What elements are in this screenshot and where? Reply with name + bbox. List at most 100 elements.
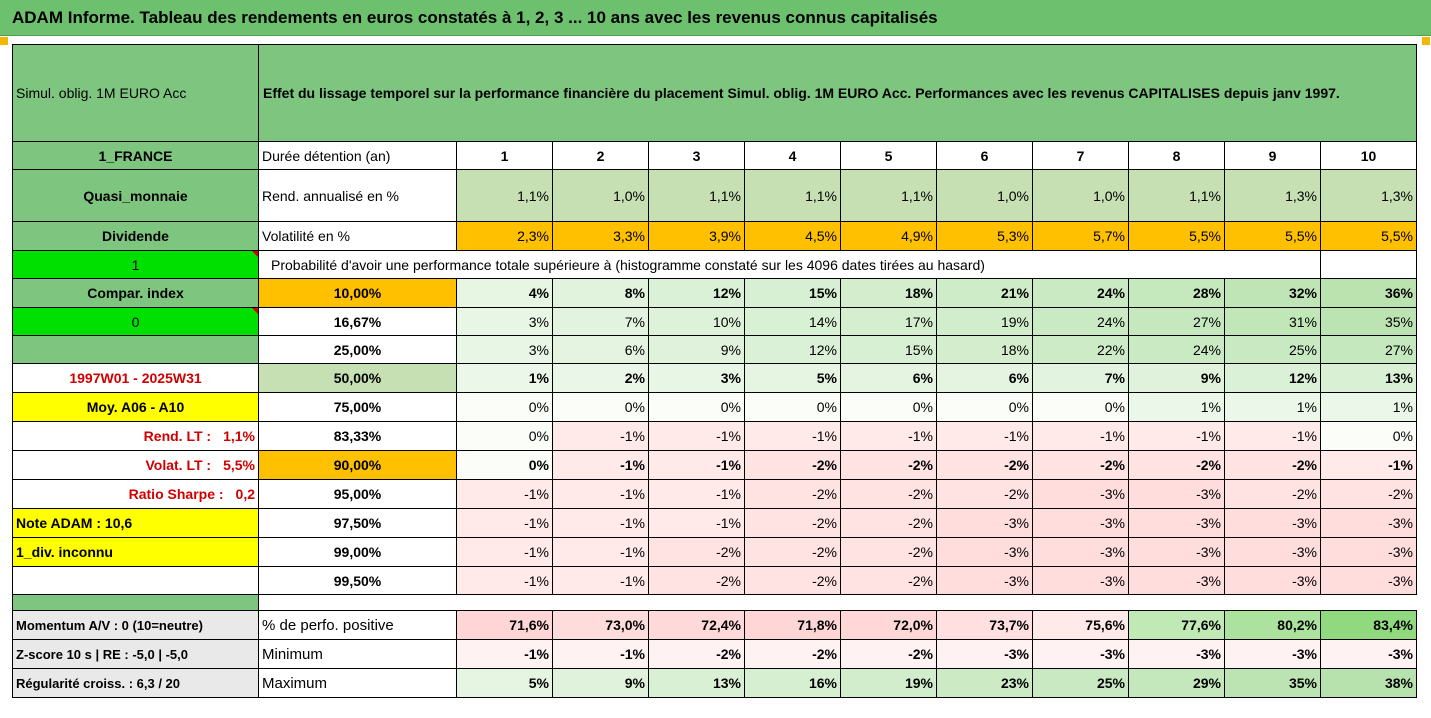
quantile-value: -2% (744, 537, 841, 567)
rend-cell: 1,1% (744, 169, 841, 222)
year-header: 4 (744, 141, 841, 170)
stat-value: -3% (936, 639, 1033, 669)
period-cell: 1997W01 - 2025W31 (12, 363, 259, 393)
quantile-value: -2% (936, 450, 1033, 480)
rend-cell: 1,0% (552, 169, 649, 222)
quantile-value: 0% (456, 450, 553, 480)
rend-cell: 1,0% (1032, 169, 1129, 222)
quantile-row: 99,50% -1% -1% -2% -2% -2% -3% -3% -3% -3% -3% (12, 566, 1417, 595)
quantile-value: -3% (936, 566, 1033, 595)
quantile-value: 0% (1320, 421, 1417, 451)
quantile-row: Compar. index 10,00% 4% 8% 12% 15% 18% 21% 24% 28… (12, 278, 1417, 308)
stat-value: 83,4% (1320, 610, 1417, 640)
quantile-value: -2% (1128, 450, 1225, 480)
quantile-value: -1% (456, 508, 553, 538)
quantile-value: 22% (1032, 335, 1129, 364)
quantile-value: -1% (456, 537, 553, 567)
duration-label: Durée détention (an) (258, 141, 457, 170)
quantile-value: -3% (1032, 566, 1129, 595)
quantile-value: 1% (456, 363, 553, 393)
quantile-value: 35% (1320, 307, 1417, 336)
quantile-value: -3% (1128, 566, 1225, 595)
report-title: ADAM Informe. Tableau des rendements en … (0, 0, 1431, 36)
sharpe-cell: Ratio Sharpe : 0,2 (12, 479, 259, 509)
rend-lt-cell: Rend. LT : 1,1% (12, 421, 259, 451)
quantile-value: -2% (840, 450, 937, 480)
quantile-value: 21% (936, 278, 1033, 308)
stat-value: 38% (1320, 668, 1417, 698)
max-row: Régularité croiss. : 6,3 / 20 Maximum 5% 9%… (12, 668, 1417, 698)
stat-value: 25% (1032, 668, 1129, 698)
quantile-value: 12% (1224, 363, 1321, 393)
quantile-value: 31% (1224, 307, 1321, 336)
quantile-row: Volat. LT :5,5% 90,00% 0% -1% -1% -2% -2% -2% -2… (12, 450, 1417, 480)
quantile-value: -3% (1224, 566, 1321, 595)
stat-value: 19% (840, 668, 937, 698)
min-row: Z-score 10 s | RE : -5,0 | -5,0 Minimum -1… (12, 639, 1417, 669)
rend-cell: 1,1% (840, 169, 937, 222)
quantile-value: 27% (1320, 335, 1417, 364)
quantile-value: -3% (1128, 479, 1225, 509)
vol-cell: 5,3% (936, 221, 1033, 251)
quantile-level: 75,00% (258, 392, 457, 422)
quantile-value: 0% (936, 392, 1033, 422)
quantile-value: 0% (456, 421, 553, 451)
stat-label: Minimum (258, 639, 457, 669)
rend-cell: 1,1% (456, 169, 553, 222)
stat-value: 73,0% (552, 610, 649, 640)
quantile-value: 10% (648, 307, 745, 336)
vol-label: Volatilité en % (258, 221, 457, 251)
quantile-value: -1% (1224, 421, 1321, 451)
quantile-value: -1% (552, 508, 649, 538)
quantile-value: 12% (648, 278, 745, 308)
stat-value: -2% (840, 639, 937, 669)
quantile-value: -1% (552, 566, 649, 595)
stat-value: 80,2% (1224, 610, 1321, 640)
year-header: 5 (840, 141, 937, 170)
quantile-value: -2% (1224, 450, 1321, 480)
vol-row: Dividende Volatilité en % 2,3% 3,3% 3,9% 4,… (12, 221, 1417, 251)
quantile-value: 18% (840, 278, 937, 308)
quantile-row: Ratio Sharpe :0,2 95,00% -1% -1% -1% -2% -2% -2… (12, 479, 1417, 509)
quantile-row: Note ADAM : 10,6 97,50% -1% -1% -1% -2% -2% -3%… (12, 508, 1417, 538)
quantile-value: 0% (648, 392, 745, 422)
quantile-value: -1% (1320, 450, 1417, 480)
stat-value: -1% (552, 639, 649, 669)
quantile-row: Rend. LT :1,1% 83,33% 0% -1% -1% -1% -1% -1% -1%… (12, 421, 1417, 451)
quantile-value: -2% (1320, 479, 1417, 509)
empty-cell (1320, 250, 1417, 279)
note-adam-cell: Note ADAM : 10,6 (12, 508, 259, 538)
quantile-value: -3% (1032, 537, 1129, 567)
quantile-value: 36% (1320, 278, 1417, 308)
stat-value: 29% (1128, 668, 1225, 698)
prob-row: 1 Probabilité d'avoir une performance to… (12, 250, 1417, 279)
year-header: 8 (1128, 141, 1225, 170)
quantile-value: 0% (840, 392, 937, 422)
vol-cell: 5,7% (1032, 221, 1129, 251)
quantile-value: 3% (648, 363, 745, 393)
quantile-value: -2% (1032, 450, 1129, 480)
quantile-value: 24% (1128, 335, 1225, 364)
quantile-value: 0% (1032, 392, 1129, 422)
spacer-green-cell (12, 594, 259, 611)
quantile-value: 0% (744, 392, 841, 422)
quantile-value: -2% (1224, 479, 1321, 509)
quantile-value: 28% (1128, 278, 1225, 308)
quantile-value: -1% (648, 508, 745, 538)
quantile-level: 16,67% (258, 307, 457, 336)
stat-value: 5% (456, 668, 553, 698)
stat-value: 72,0% (840, 610, 937, 640)
quantile-row: 25,00% 3% 6% 9% 12% 15% 18% 22% 24% 25% 27% (12, 335, 1417, 364)
quantile-level: 25,00% (258, 335, 457, 364)
table-description: Effet du lissage temporel sur la perform… (258, 44, 1417, 142)
quantile-value: -3% (1320, 537, 1417, 567)
quantile-value: 25% (1224, 335, 1321, 364)
quantile-level: 99,00% (258, 537, 457, 567)
quantile-value: 27% (1128, 307, 1225, 336)
quantile-value: -1% (1128, 421, 1225, 451)
compar-index-cell: Compar. index (12, 278, 259, 308)
rend-cell: 1,1% (648, 169, 745, 222)
quantile-value: -3% (1032, 479, 1129, 509)
rend-cell: 1,1% (1128, 169, 1225, 222)
quantile-value: -2% (744, 566, 841, 595)
